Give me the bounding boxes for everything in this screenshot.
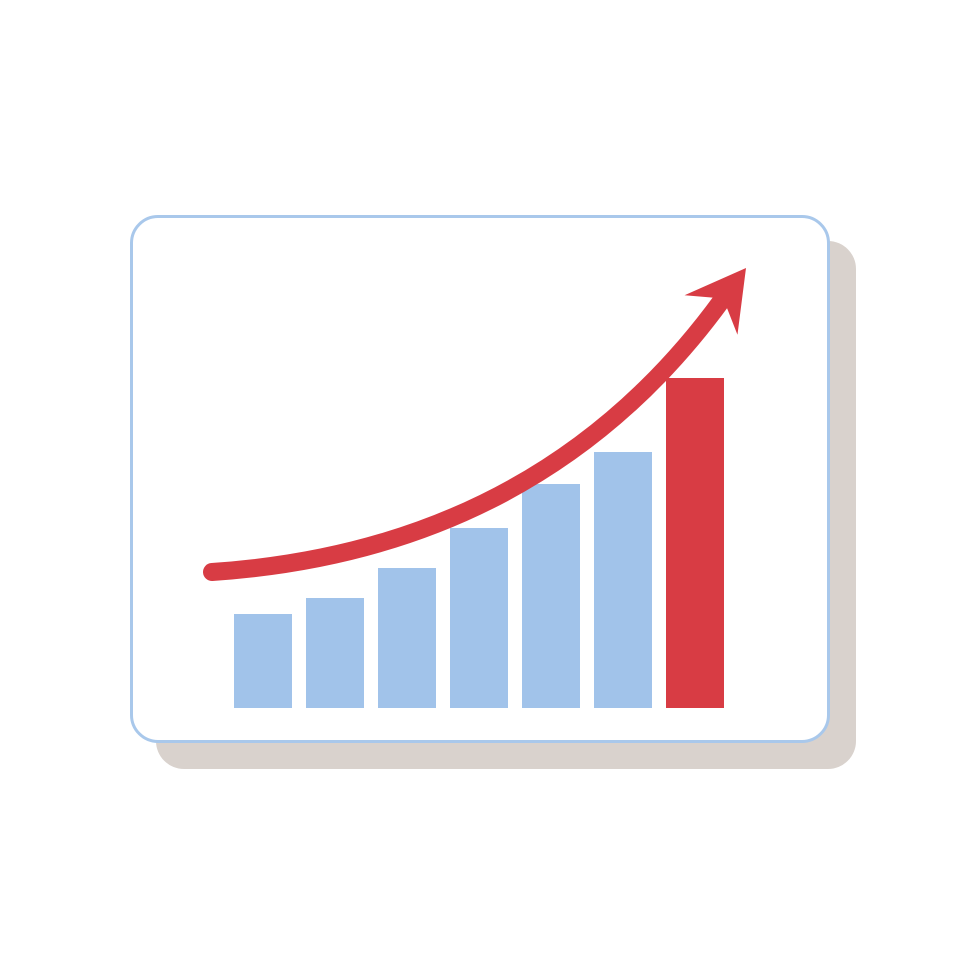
stage xyxy=(0,0,980,980)
growth-arrow-icon xyxy=(0,0,980,980)
